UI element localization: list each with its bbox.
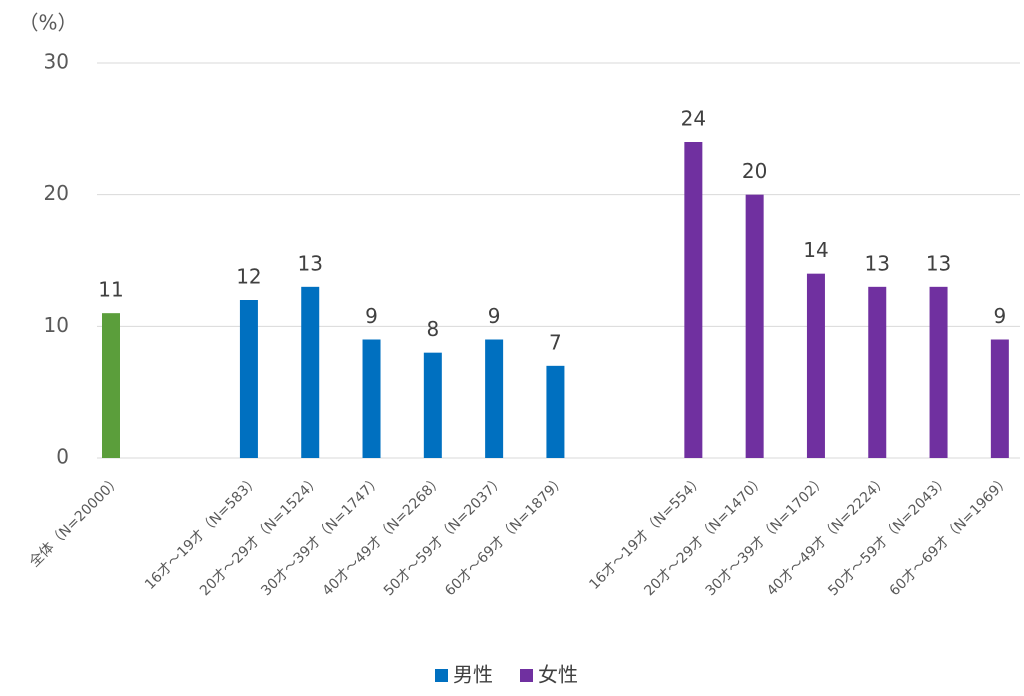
x-tick-label: 60才～69才（N=1879） [442,472,569,599]
bar [806,273,825,458]
x-tick-label: 50才～59才（N=2037） [381,472,508,599]
bar [546,365,565,458]
bar [301,286,320,458]
value-label: 11 [98,278,123,302]
value-label: 9 [488,304,501,328]
x-tick-label: 20才～29才（N=1470） [641,472,768,599]
value-label: 14 [803,238,828,262]
y-tick-label: 0 [56,445,69,469]
x-tick-label: 30才～39才（N=1747） [258,472,385,599]
value-label: 20 [742,159,767,183]
bar [102,313,120,458]
y-tick-label: 10 [44,313,69,337]
value-label: 9 [993,304,1006,328]
value-label: 8 [426,317,439,341]
x-tick-label: 60才～69才（N=1969） [887,472,1014,599]
x-tick-label: 30才～39才（N=1702） [703,472,830,599]
x-tick-label: 20才～29才（N=1524） [197,472,324,599]
y-tick-label: 20 [44,181,69,205]
y-tick-label: 30 [44,50,69,74]
x-tick-label: 16才～19才（N=583） [142,472,263,593]
y-axis-label: （%） [18,11,77,35]
value-label: 24 [681,107,706,131]
x-tick-label: 40才～49才（N=2224） [764,472,891,599]
bar [362,339,381,458]
bar [745,194,764,458]
x-tick-label: 50才～59才（N=2043） [825,472,952,599]
value-label: 12 [236,265,261,289]
x-tick-label: 16才～19才（N=554） [586,472,707,593]
bar [990,339,1009,458]
legend-swatch [520,669,533,682]
bar [929,286,948,458]
value-label: 13 [297,251,322,275]
value-label: 9 [365,304,378,328]
bar [868,286,887,458]
value-label: 13 [865,251,890,275]
bar [684,142,703,458]
value-label: 13 [926,251,951,275]
bar [239,300,258,458]
bar [423,352,442,458]
x-tick-label: 全体（N=20000） [26,472,125,571]
x-tick-label: 40才～49才（N=2268） [320,472,447,599]
legend-label: 男性 [453,663,493,687]
legend-label: 女性 [538,663,578,687]
bar [485,339,504,458]
value-label: 7 [549,330,562,354]
legend-swatch [435,669,448,682]
